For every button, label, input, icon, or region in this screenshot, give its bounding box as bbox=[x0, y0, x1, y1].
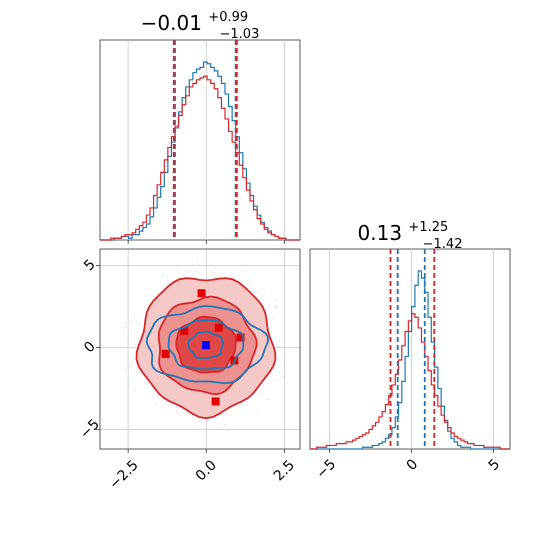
tick-label: 0 bbox=[404, 456, 422, 474]
scatter-point bbox=[275, 307, 277, 309]
tick-label: −5 bbox=[313, 456, 339, 482]
contour-outlier bbox=[197, 289, 206, 298]
scatter-point bbox=[189, 270, 191, 273]
tick-label: −2.5 bbox=[106, 457, 141, 492]
scatter-point bbox=[258, 290, 260, 293]
contour-outlier bbox=[214, 323, 223, 332]
marginal-y-upper-error: +1.25 bbox=[408, 220, 448, 235]
marginal-y-lower-error: −1.42 bbox=[423, 237, 463, 252]
scatter-point bbox=[124, 368, 127, 370]
marginal-x-frame bbox=[99, 39, 301, 241]
scatter-point bbox=[162, 274, 164, 276]
scatter-point bbox=[136, 322, 138, 324]
scatter-point bbox=[196, 261, 198, 264]
marginal-y-histograms bbox=[310, 270, 510, 450]
histogram-step bbox=[310, 270, 510, 450]
marginal-y-title: 0.13 +1.25 −1.42 bbox=[358, 212, 463, 252]
tick-label: 5 bbox=[486, 456, 504, 474]
marginal-x-ticks bbox=[127, 240, 285, 244]
scatter-point bbox=[134, 388, 137, 391]
scatter-point bbox=[253, 290, 255, 292]
marginal-x-upper-error: +0.99 bbox=[208, 10, 248, 25]
scatter-point bbox=[253, 291, 255, 294]
scatter-point bbox=[263, 383, 265, 385]
scatter-point bbox=[177, 268, 180, 270]
scatter-point bbox=[154, 402, 156, 405]
scatter-point bbox=[263, 289, 265, 291]
scatter-point bbox=[276, 299, 278, 301]
joint-frame bbox=[99, 248, 301, 450]
scatter-point bbox=[123, 327, 125, 329]
scatter-point bbox=[127, 364, 129, 367]
contour-outlier bbox=[180, 326, 189, 335]
scatter-point bbox=[222, 413, 225, 416]
scatter-point bbox=[213, 271, 215, 274]
marginal-x-quantile-lines bbox=[172, 40, 238, 240]
contour-line bbox=[157, 295, 258, 396]
marginal-y-median: 0.13 bbox=[358, 221, 403, 245]
joint-contours bbox=[123, 261, 284, 426]
scatter-point bbox=[130, 362, 132, 364]
scatter-point bbox=[176, 411, 179, 414]
scatter-point bbox=[163, 411, 165, 414]
scatter-point bbox=[267, 398, 269, 401]
histogram-step bbox=[310, 313, 510, 450]
scatter-point bbox=[278, 340, 280, 342]
histogram-step bbox=[100, 75, 300, 241]
scatter-point bbox=[247, 282, 249, 285]
contour-line bbox=[135, 277, 277, 420]
scatter-point bbox=[257, 409, 259, 412]
marginal-y-frame bbox=[309, 248, 511, 450]
scatter-point bbox=[176, 406, 179, 409]
marginal-y-panel: −5 0 5 0.13 +1.25 −1.42 bbox=[309, 212, 511, 482]
scatter-point bbox=[205, 419, 207, 422]
marginal-x-panel: −0.01 +0.99 −1.03 bbox=[99, 2, 301, 244]
tick-label: −5 bbox=[77, 416, 103, 442]
scatter-point bbox=[210, 264, 213, 266]
marginal-x-histograms bbox=[100, 61, 300, 241]
scatter-point bbox=[272, 317, 275, 319]
scatter-point bbox=[223, 423, 226, 426]
scatter-point bbox=[214, 267, 217, 269]
scatter-point bbox=[186, 413, 188, 415]
marginal-x-lower-error: −1.03 bbox=[220, 27, 260, 42]
contour-line bbox=[187, 330, 225, 359]
contour-outlier bbox=[236, 333, 245, 342]
scatter-point bbox=[276, 305, 278, 307]
histogram-step bbox=[100, 61, 300, 241]
scatter-point bbox=[125, 322, 127, 325]
scatter-point bbox=[258, 393, 260, 395]
contour-line bbox=[167, 319, 245, 371]
scatter-point bbox=[269, 332, 271, 334]
scatter-point bbox=[282, 375, 284, 378]
joint-panel: −2.5 0.0 2.5 −5 0 5 bbox=[77, 248, 301, 493]
contour-outlier bbox=[211, 397, 220, 406]
tick-label: 2.5 bbox=[271, 457, 298, 484]
contour-outlier bbox=[161, 349, 170, 358]
marginal-x-median: −0.01 bbox=[141, 11, 202, 35]
scatter-point bbox=[245, 270, 247, 272]
marginal-y-grid bbox=[329, 249, 495, 449]
marginal-x-grid bbox=[127, 40, 285, 240]
scatter-point bbox=[275, 379, 277, 382]
scatter-point bbox=[144, 288, 147, 291]
contour-line bbox=[175, 315, 237, 374]
tick-label: 0.0 bbox=[193, 457, 220, 484]
scatter-point bbox=[195, 270, 198, 272]
scatter-point bbox=[129, 322, 131, 325]
scatter-point bbox=[255, 292, 257, 294]
scatter-point bbox=[134, 343, 136, 345]
marginal-y-quantile-lines bbox=[389, 249, 436, 449]
contour-line bbox=[145, 305, 269, 385]
median-point bbox=[201, 341, 210, 350]
tick-label: 5 bbox=[81, 257, 99, 275]
tick-label: 0 bbox=[81, 339, 99, 357]
marginal-y-ticks: −5 0 5 bbox=[313, 449, 503, 482]
marginal-x-title: −0.01 +0.99 −1.03 bbox=[141, 2, 260, 42]
scatter-point bbox=[133, 315, 136, 317]
